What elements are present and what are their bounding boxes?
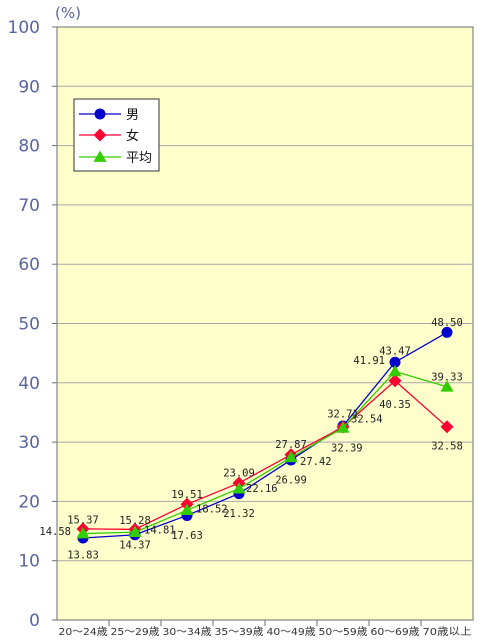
data-label: 32.39 <box>331 442 363 454</box>
data-label: 18.52 <box>196 504 228 516</box>
legend-marker <box>93 150 107 162</box>
data-point <box>440 380 454 392</box>
legend-item-average: 平均 <box>79 150 152 166</box>
data-point <box>284 450 298 463</box>
x-tick-label: 20～24歳 <box>59 626 108 638</box>
data-point <box>76 527 90 539</box>
x-tick-label: 25～29歳 <box>111 626 160 638</box>
x-tick-label: 50～59歳 <box>319 626 368 638</box>
y-tick-label: 80 <box>18 137 40 157</box>
series-layer <box>76 326 454 544</box>
x-tick-label: 30～34歳 <box>163 626 212 638</box>
y-tick-label: 10 <box>18 552 40 572</box>
series-line <box>82 331 448 539</box>
data-label: 15.28 <box>119 515 151 527</box>
legend-label: 女 <box>126 128 139 144</box>
data-label: 26.99 <box>275 474 307 486</box>
data-label: 13.83 <box>67 549 99 561</box>
data-label: 19.51 <box>171 489 203 501</box>
data-point <box>388 364 402 377</box>
series-line <box>82 370 448 535</box>
data-label: 41.91 <box>353 355 385 367</box>
series-average <box>76 364 454 539</box>
data-label: 14.37 <box>119 539 151 551</box>
x-tick-label: 40～49歳 <box>267 626 316 638</box>
data-point <box>441 326 453 338</box>
data-label: 23.09 <box>223 468 255 480</box>
data-labels: 13.83 14.37 17.63 21.32 26.99 32.71 43.47 48.50… <box>39 317 462 562</box>
data-point <box>336 421 350 433</box>
y-tick-label: 20 <box>18 492 40 512</box>
data-point <box>388 374 402 388</box>
y-tick-label: 100 <box>8 18 40 38</box>
data-label: 27.87 <box>275 439 307 451</box>
y-axis: 0 10 20 30 40 50 60 70 80 90 100 <box>8 18 57 631</box>
y-tick-label: 90 <box>18 77 40 97</box>
data-label: 32.58 <box>431 440 463 452</box>
data-point <box>440 420 454 434</box>
y-tick-label: 0 <box>29 611 40 631</box>
data-label: 32.54 <box>351 414 383 426</box>
data-label: 39.33 <box>431 371 463 383</box>
legend-item-female: 女 <box>79 128 139 144</box>
data-label: 14.81 <box>144 525 176 537</box>
legend-marker <box>93 128 107 142</box>
data-label: 17.63 <box>171 530 203 542</box>
legend-marker <box>94 108 106 120</box>
y-tick-label: 30 <box>18 433 40 453</box>
y-tick-label: 50 <box>18 315 40 335</box>
data-point <box>180 503 194 516</box>
data-label: 48.50 <box>431 317 463 329</box>
data-label: 21.32 <box>223 508 255 520</box>
series-line <box>82 379 448 531</box>
x-tick-label: 35～39歳 <box>215 626 264 638</box>
data-point <box>389 356 401 368</box>
data-label: 22.16 <box>246 483 278 495</box>
y-tick-label: 70 <box>18 196 40 216</box>
x-tick-label: 60～69歳 <box>371 626 420 638</box>
data-point <box>232 482 246 494</box>
data-point <box>128 525 142 538</box>
y-tick-label: 40 <box>18 374 40 394</box>
x-tick-label: 70歳以上 <box>423 626 472 638</box>
legend-label: 男 <box>126 108 139 123</box>
y-tick-label: 60 <box>18 255 40 275</box>
data-label: 40.35 <box>379 399 411 411</box>
legend-item-male: 男 <box>79 108 139 123</box>
data-label: 27.42 <box>300 456 332 468</box>
data-label: 43.47 <box>379 346 411 358</box>
data-label: 32.71 <box>327 409 359 421</box>
data-label: 15.37 <box>67 514 99 526</box>
data-label: 14.58 <box>39 526 71 538</box>
y-unit-label: (%) <box>55 4 81 22</box>
gridlines <box>57 85 473 562</box>
legend-label: 平均 <box>126 151 152 166</box>
x-axis: 20～24歳 25～29歳 30～34歳 35～39歳 40～49歳 50～59歳 60～6… <box>59 620 472 638</box>
